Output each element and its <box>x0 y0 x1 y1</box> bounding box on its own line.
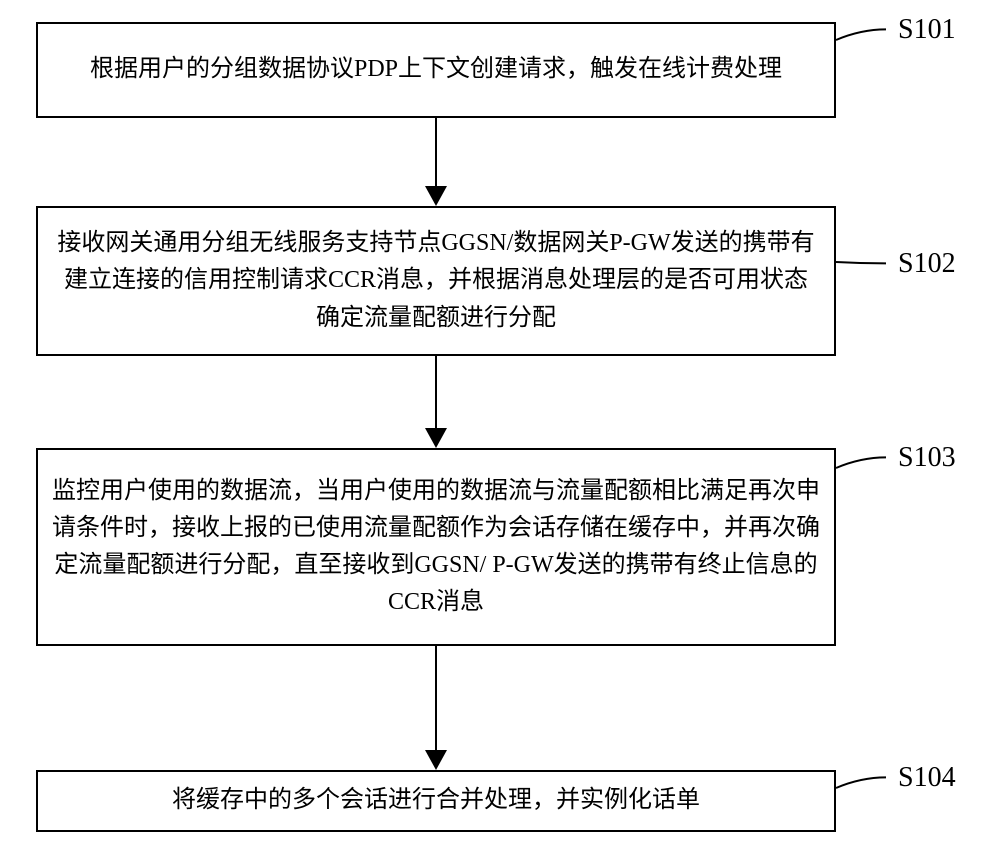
leader-line-s102 <box>836 262 886 263</box>
flow-node-text: 接收网关通用分组无线服务支持节点GGSN/数据网关P-GW发送的携带有建立连接的… <box>52 225 820 337</box>
edge-arrowhead-2 <box>425 750 447 770</box>
arrows-layer <box>0 0 1000 868</box>
flow-node-s104: 将缓存中的多个会话进行合并处理，并实例化话单 <box>36 770 836 832</box>
flow-node-s102: 接收网关通用分组无线服务支持节点GGSN/数据网关P-GW发送的携带有建立连接的… <box>36 206 836 356</box>
flow-node-s101: 根据用户的分组数据协议PDP上下文创建请求，触发在线计费处理 <box>36 22 836 118</box>
edge-arrowhead-0 <box>425 186 447 206</box>
leader-line-s104 <box>836 777 886 788</box>
flowchart-canvas: 根据用户的分组数据协议PDP上下文创建请求，触发在线计费处理 S101 接收网关通用… <box>0 0 1000 868</box>
edge-arrowhead-1 <box>425 428 447 448</box>
leader-line-s101 <box>836 29 886 40</box>
flow-node-s103: 监控用户使用的数据流，当用户使用的数据流与流量配额相比满足再次申请条件时，接收上… <box>36 448 836 646</box>
step-label-s104: S104 <box>898 762 956 794</box>
step-label-s102: S102 <box>898 248 956 280</box>
step-label-s101: S101 <box>898 14 956 46</box>
step-label-s103: S103 <box>898 442 956 474</box>
flow-node-text: 根据用户的分组数据协议PDP上下文创建请求，触发在线计费处理 <box>90 51 782 88</box>
leader-line-s103 <box>836 457 886 468</box>
flow-node-text: 将缓存中的多个会话进行合并处理，并实例化话单 <box>172 782 700 819</box>
flow-node-text: 监控用户使用的数据流，当用户使用的数据流与流量配额相比满足再次申请条件时，接收上… <box>52 473 820 622</box>
